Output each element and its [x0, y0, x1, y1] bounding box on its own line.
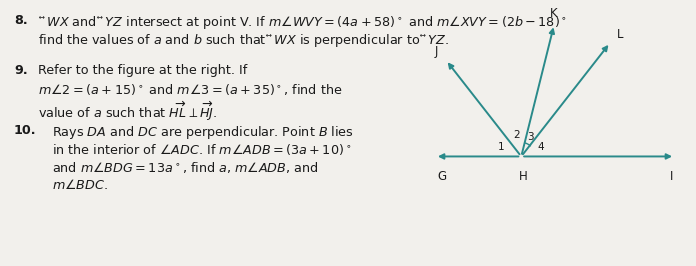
- Text: I: I: [670, 171, 674, 184]
- Text: 10.: 10.: [14, 124, 36, 137]
- Text: in the interior of $\angle ADC$. If $m\angle ADB = (3a + 10)^\circ$: in the interior of $\angle ADC$. If $m\a…: [52, 142, 351, 157]
- Text: $m\angle BDC$.: $m\angle BDC$.: [52, 178, 108, 192]
- Text: 1: 1: [498, 142, 505, 152]
- Text: G: G: [438, 171, 447, 184]
- Text: value of $a$ such that $\overrightarrow{HL} \perp \overrightarrow{HJ}$.: value of $a$ such that $\overrightarrow{…: [38, 100, 217, 123]
- Text: 4: 4: [538, 142, 544, 152]
- Text: $\overleftrightarrow{WX}$ and $\overleftrightarrow{YZ}$ intersect at point V. If: $\overleftrightarrow{WX}$ and $\overleft…: [38, 14, 567, 31]
- Text: 8.: 8.: [14, 14, 28, 27]
- Text: H: H: [519, 171, 528, 184]
- Text: 9.: 9.: [14, 64, 28, 77]
- Text: 2: 2: [514, 130, 520, 140]
- Text: Rays $DA$ and $DC$ are perpendicular. Point $B$ lies: Rays $DA$ and $DC$ are perpendicular. Po…: [52, 124, 354, 141]
- Text: Refer to the figure at the right. If: Refer to the figure at the right. If: [38, 64, 247, 77]
- Text: find the values of $a$ and $b$ such that $\overleftrightarrow{WX}$ is perpendicu: find the values of $a$ and $b$ such that…: [38, 32, 449, 49]
- Text: $m\angle 2 = (a + 15)^\circ$ and $m\angle 3 = (a + 35)^\circ$, find the: $m\angle 2 = (a + 15)^\circ$ and $m\angl…: [38, 82, 342, 97]
- Text: J: J: [434, 45, 438, 58]
- Text: K: K: [551, 7, 558, 20]
- Text: and $m\angle BDG = 13a^\circ$, find $a$, $m\angle ADB$, and: and $m\angle BDG = 13a^\circ$, find $a$,…: [52, 160, 319, 175]
- Text: 3: 3: [528, 132, 535, 142]
- Text: L: L: [617, 28, 624, 41]
